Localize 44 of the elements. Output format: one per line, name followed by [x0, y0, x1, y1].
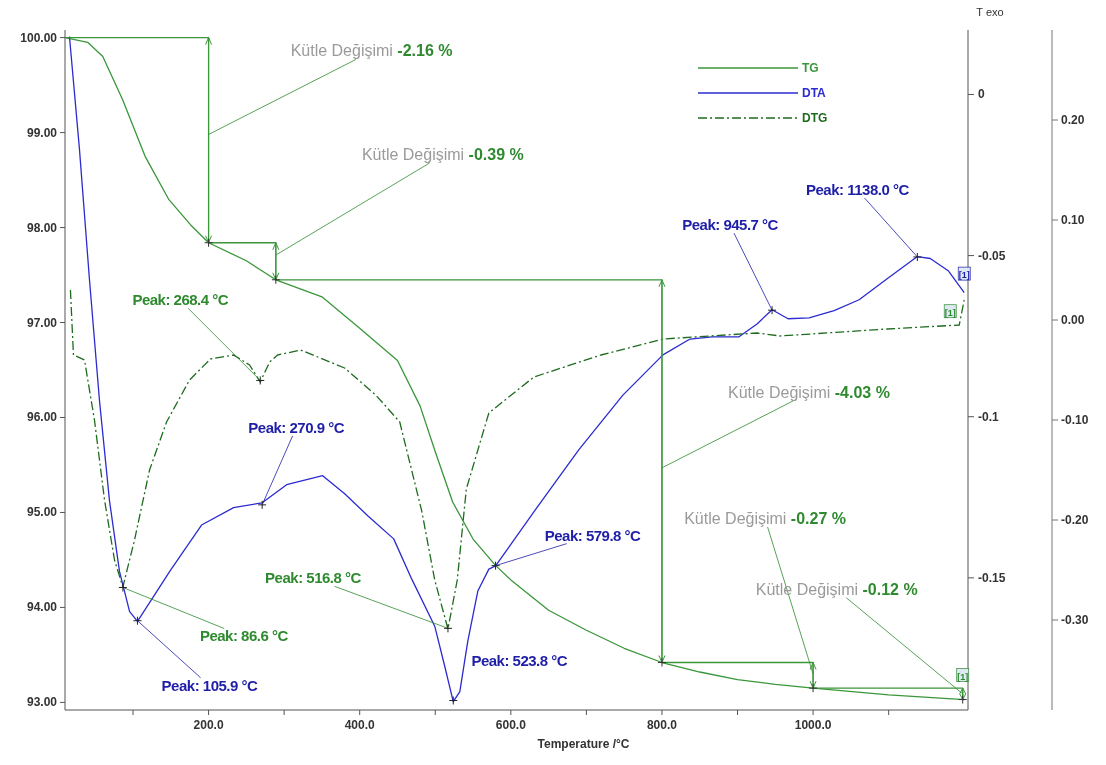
- y3-tick-label: 0.00: [1061, 313, 1085, 327]
- text: DTA: [802, 86, 827, 100]
- y3-tick-label: 0.10: [1061, 213, 1085, 227]
- y2-tick-label: 0: [978, 87, 985, 102]
- y2-tick-label: -0.05: [978, 248, 1006, 263]
- x-tick-label: 800.0: [646, 718, 678, 732]
- x-tick-label: 1000.0: [794, 718, 832, 732]
- y-tick-label: 98.00: [26, 220, 58, 235]
- y-tick-label: 96.00: [26, 410, 58, 425]
- y3-tick-label: 0.20: [1061, 113, 1085, 127]
- y2-axis-title: T exo: [976, 6, 1004, 18]
- annotation: Kütle Değişimi -0.39 %: [361, 146, 524, 164]
- annotation: Peak: 105.9 °C: [161, 676, 258, 694]
- text: DTG: [802, 111, 828, 125]
- y-tick-label: 93.00: [26, 695, 58, 710]
- annotation: Kütle Değişimi -4.03 %: [728, 383, 890, 401]
- y3-tick-label: -0.30: [1061, 613, 1089, 627]
- y-tick-label: 97.00: [26, 315, 58, 330]
- x-tick-label: 200.0: [193, 718, 224, 732]
- y2-tick-label: -0.15: [978, 570, 1006, 585]
- annotation: Peak: 270.9 °C: [248, 418, 345, 436]
- annotation: Kütle Değişimi -2.16 %: [290, 42, 453, 60]
- annotation: [1]: [944, 307, 956, 318]
- y-tick-label: 94.00: [26, 600, 58, 615]
- y3-tick-label: -0.20: [1061, 513, 1089, 527]
- y2-tick-label: -0.1: [978, 409, 999, 424]
- y3-tick-label: -0.10: [1061, 413, 1089, 427]
- x-axis-title: Temperature /°C: [537, 737, 630, 751]
- annotation: Peak: 579.8 °C: [544, 526, 642, 544]
- annotation: Kütle Değişimi -0.27 %: [684, 509, 847, 527]
- x-tick-label: 400.0: [344, 718, 376, 732]
- annotation: Peak: 945.7 °C: [682, 216, 779, 234]
- annotation: Peak: 86.6 °C: [199, 627, 289, 645]
- x-tick-label: 600.0: [495, 718, 527, 732]
- y-tick-label: 99.00: [26, 125, 58, 140]
- y-tick-label: 95.00: [26, 505, 58, 520]
- annotation: Peak: 1138.0 °C: [806, 180, 910, 198]
- text: TG: [802, 61, 819, 75]
- annotation: [1]: [958, 270, 970, 281]
- y-tick-label: 100.00: [20, 30, 58, 45]
- annotation: Peak: 523.8 °C: [471, 651, 568, 669]
- annotation: Peak: 268.4 °C: [132, 291, 229, 309]
- annotation: Peak: 516.8 °C: [265, 569, 362, 587]
- annotation: [1]: [957, 671, 969, 682]
